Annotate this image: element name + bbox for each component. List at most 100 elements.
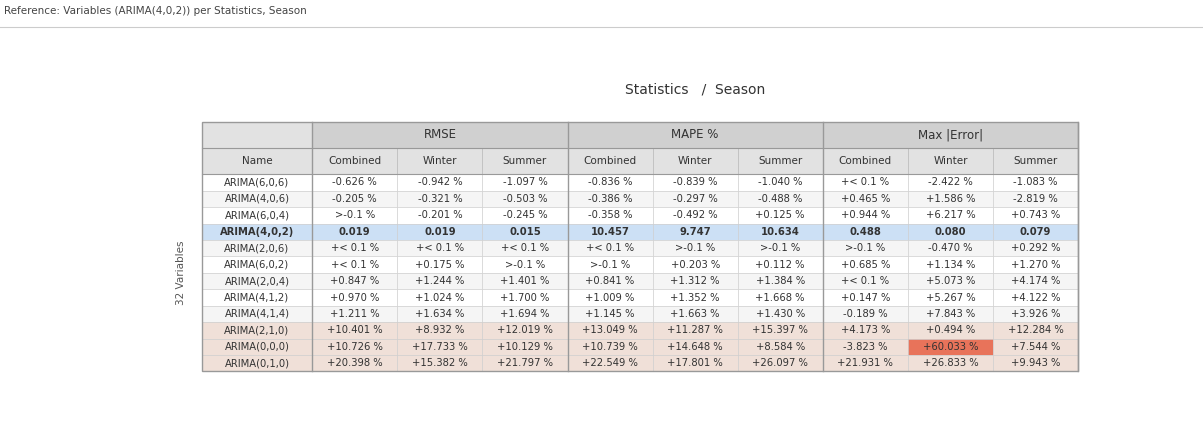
Text: Summer: Summer [503, 156, 547, 166]
Text: +26.097 %: +26.097 % [752, 358, 808, 368]
Bar [397, 322, 482, 338]
Bar [568, 122, 823, 148]
Bar [823, 306, 908, 322]
Bar [908, 240, 992, 256]
Bar [397, 256, 482, 273]
Text: +1.312 %: +1.312 % [670, 276, 719, 286]
Bar [397, 355, 482, 371]
Text: MAPE %: MAPE % [671, 128, 719, 141]
Bar [482, 273, 568, 289]
Text: +1.024 %: +1.024 % [415, 293, 464, 303]
Text: >-0.1 %: >-0.1 % [675, 243, 716, 253]
Bar [397, 240, 482, 256]
Text: -1.040 %: -1.040 % [758, 178, 802, 187]
Text: Max |Error|: Max |Error| [918, 128, 983, 141]
Text: ARIMA(2,0,4): ARIMA(2,0,4) [225, 276, 290, 286]
Text: +22.549 %: +22.549 % [582, 358, 638, 368]
Text: ARIMA(4,1,4): ARIMA(4,1,4) [225, 309, 290, 319]
Bar [652, 240, 737, 256]
Bar [397, 191, 482, 207]
Text: +< 0.1 %: +< 0.1 % [331, 260, 379, 269]
Bar [313, 256, 397, 273]
Bar [202, 256, 313, 273]
Text: +1.134 %: +1.134 % [926, 260, 976, 269]
Bar [397, 338, 482, 355]
Bar [202, 191, 313, 207]
Text: 0.488: 0.488 [849, 227, 882, 237]
Text: +10.129 %: +10.129 % [497, 342, 553, 352]
Text: +6.217 %: +6.217 % [925, 210, 976, 220]
Text: -0.201 %: -0.201 % [417, 210, 462, 220]
Text: Winter: Winter [422, 156, 457, 166]
Text: +< 0.1 %: +< 0.1 % [841, 276, 889, 286]
Bar [908, 174, 992, 191]
Bar [908, 148, 992, 174]
Bar [482, 224, 568, 240]
Bar [652, 338, 737, 355]
Text: +< 0.1 %: +< 0.1 % [416, 243, 464, 253]
Text: >-0.1 %: >-0.1 % [334, 210, 375, 220]
Text: +10.401 %: +10.401 % [327, 325, 383, 336]
Text: +1.145 %: +1.145 % [586, 309, 635, 319]
Bar [313, 122, 568, 148]
Bar [823, 338, 908, 355]
Bar [737, 207, 823, 224]
Text: +1.700 %: +1.700 % [500, 293, 550, 303]
Text: ARIMA(4,0,6): ARIMA(4,0,6) [225, 194, 290, 204]
Text: +12.019 %: +12.019 % [497, 325, 553, 336]
Bar [737, 191, 823, 207]
Text: +1.586 %: +1.586 % [925, 194, 976, 204]
Text: Combined: Combined [838, 156, 891, 166]
Text: +0.847 %: +0.847 % [330, 276, 379, 286]
Bar [397, 148, 482, 174]
Text: 9.747: 9.747 [680, 227, 711, 237]
Bar [482, 256, 568, 273]
Bar [652, 322, 737, 338]
Text: RMSE: RMSE [423, 128, 456, 141]
Bar [313, 148, 397, 174]
Bar [992, 148, 1078, 174]
Bar [202, 338, 313, 355]
Text: +1.211 %: +1.211 % [330, 309, 380, 319]
Bar [482, 306, 568, 322]
Bar [992, 306, 1078, 322]
Text: 0.015: 0.015 [509, 227, 541, 237]
Text: +7.843 %: +7.843 % [926, 309, 976, 319]
Bar [313, 240, 397, 256]
Text: +8.932 %: +8.932 % [415, 325, 464, 336]
Text: ARIMA(4,1,2): ARIMA(4,1,2) [225, 293, 290, 303]
Bar [202, 207, 313, 224]
Text: Summer: Summer [758, 156, 802, 166]
Bar [482, 355, 568, 371]
Bar [737, 306, 823, 322]
Text: 0.080: 0.080 [935, 227, 966, 237]
Text: -0.321 %: -0.321 % [417, 194, 462, 204]
Bar [568, 273, 652, 289]
Text: +1.430 %: +1.430 % [755, 309, 805, 319]
Bar [313, 207, 397, 224]
Bar [737, 224, 823, 240]
Text: +1.668 %: +1.668 % [755, 293, 805, 303]
Bar [823, 240, 908, 256]
Text: >-0.1 %: >-0.1 % [760, 243, 800, 253]
Bar [568, 148, 652, 174]
Text: +15.382 %: +15.382 % [411, 358, 468, 368]
Bar [908, 355, 992, 371]
Bar [737, 240, 823, 256]
Text: >-0.1 %: >-0.1 % [589, 260, 630, 269]
Bar [737, 273, 823, 289]
Text: ARIMA(0,0,0): ARIMA(0,0,0) [225, 342, 290, 352]
Text: +1.694 %: +1.694 % [500, 309, 550, 319]
Text: +< 0.1 %: +< 0.1 % [586, 243, 634, 253]
Text: +0.292 %: +0.292 % [1011, 243, 1060, 253]
Text: +0.494 %: +0.494 % [926, 325, 976, 336]
Bar [482, 338, 568, 355]
Bar [737, 338, 823, 355]
Text: >-0.1 %: >-0.1 % [846, 243, 885, 253]
Bar [313, 355, 397, 371]
Text: +4.174 %: +4.174 % [1011, 276, 1060, 286]
Bar [823, 174, 908, 191]
Text: +1.384 %: +1.384 % [755, 276, 805, 286]
Bar [908, 306, 992, 322]
Text: Winter: Winter [678, 156, 712, 166]
